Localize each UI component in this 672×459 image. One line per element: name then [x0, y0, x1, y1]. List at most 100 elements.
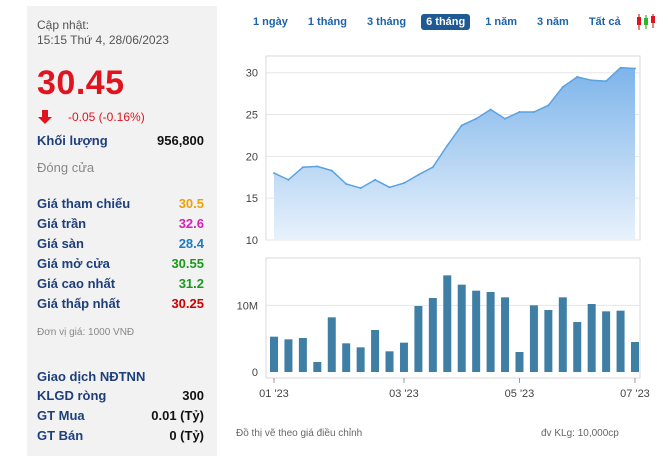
volume-tick-label: 10M — [237, 300, 258, 312]
price-row-label: Giá sàn — [37, 236, 84, 251]
price-point — [287, 178, 290, 181]
volume-bar — [371, 330, 380, 372]
volume-bar — [631, 342, 639, 372]
price-point — [532, 111, 535, 114]
foreign-row: GT Mua 0.01 (Tỷ) — [37, 408, 215, 423]
tab-range[interactable]: 1 năm — [485, 16, 518, 28]
volume-bar — [529, 305, 538, 372]
foreign-row: GT Bán 0 (Tỷ) — [37, 428, 215, 443]
tab-range[interactable]: 1 ngày — [253, 16, 288, 28]
volume-bar — [313, 362, 322, 372]
foreign-row: KLGD ròng 300 — [37, 388, 215, 403]
volume-unit-note: đv KLg: 10,000cp — [541, 428, 619, 439]
tab-range[interactable]: 3 năm — [537, 16, 569, 28]
volume-bar — [414, 306, 423, 372]
price-point — [345, 182, 348, 185]
chart-footnote: Đồ thị vẽ theo giá điều chỉnh — [236, 428, 363, 439]
price-tick-label: 30 — [246, 68, 258, 80]
price-point — [316, 165, 319, 168]
price-area — [274, 67, 635, 240]
tab-range[interactable]: Tất cả — [588, 16, 621, 28]
price-point — [417, 173, 420, 176]
price-point — [388, 186, 391, 189]
price-change: -0.05 (-0.16%) — [37, 109, 145, 125]
price-row: Giá sàn 28.4 — [37, 236, 215, 251]
price-tick-label: 20 — [246, 151, 258, 163]
volume-bar — [399, 342, 408, 372]
volume-bar — [284, 339, 293, 372]
price-row-label: Giá tham chiếu — [37, 196, 131, 211]
candlestick-icon[interactable] — [636, 13, 656, 31]
price-row-value: 32.6 — [178, 216, 204, 231]
price-row: Giá cao nhất 31.2 — [37, 276, 215, 291]
price-row: Giá tham chiếu 30.5 — [37, 196, 215, 211]
price-row-label: Giá trần — [37, 216, 87, 231]
volume-bar — [298, 338, 307, 372]
price-row-label: Giá cao nhất — [37, 276, 116, 291]
x-tick-label: 07 '23 — [620, 388, 650, 400]
foreign-row-value: 300 — [182, 388, 204, 403]
down-arrow-icon — [38, 110, 52, 124]
volume-value: 956,800 — [157, 133, 204, 148]
volume-bar — [501, 297, 510, 372]
price-row-label: Giá thấp nhất — [37, 296, 121, 311]
price-row-value: 31.2 — [178, 276, 204, 291]
tab-range[interactable]: 3 tháng — [366, 16, 407, 28]
volume-tick-label: 0 — [252, 367, 258, 379]
tab-range[interactable]: 6 tháng — [421, 14, 471, 30]
price-row-value: 28.4 — [178, 236, 204, 251]
volume-bar — [356, 347, 365, 372]
price-point — [446, 144, 449, 147]
tab-range[interactable]: 1 tháng — [307, 16, 347, 28]
price-point — [619, 66, 622, 69]
change-value: -0.05 (-0.16%) — [68, 110, 145, 124]
volume-bar — [573, 322, 582, 372]
x-tick-label: 03 '23 — [389, 388, 419, 400]
price-point — [330, 169, 333, 172]
market-status: Đóng cửa — [37, 160, 95, 175]
price-point — [301, 166, 304, 169]
price-point — [547, 104, 550, 107]
price-point — [460, 124, 463, 127]
price-row: Giá trần 32.6 — [37, 216, 215, 231]
update-info: Cập nhật: 15:15 Thứ 4, 28/06/2023 — [37, 18, 169, 48]
price-point — [605, 80, 608, 83]
volume-panel-frame — [265, 257, 641, 379]
volume-label: Khối lượng — [37, 133, 108, 148]
volume-bar — [558, 297, 567, 372]
price-point — [374, 178, 377, 181]
volume-bar — [327, 317, 336, 372]
volume-bar — [616, 310, 625, 372]
volume-bar — [270, 336, 278, 372]
price-row-value: 30.55 — [171, 256, 204, 271]
volume-bar — [443, 275, 452, 372]
price-point — [402, 182, 405, 185]
volume-bar — [515, 352, 524, 372]
volume-bar — [342, 343, 351, 372]
foreign-title: Giao dịch NĐTNN — [37, 369, 146, 384]
volume-bar — [457, 284, 466, 372]
update-label: Cập nhật: — [37, 18, 90, 32]
price-row: Giá mở cửa 30.55 — [37, 256, 215, 271]
price-line — [273, 66, 636, 189]
price-point — [475, 117, 478, 120]
volume-bar — [472, 290, 481, 372]
price-row-label: Giá mở cửa — [37, 256, 110, 271]
price-point — [634, 67, 636, 70]
volume-bar — [486, 292, 495, 372]
x-tick-label: 05 '23 — [505, 388, 535, 400]
volume-bar — [602, 311, 611, 372]
range-tabs: 1 ngày 1 tháng 3 tháng 6 tháng 1 năm 3 năm Tất… — [248, 13, 656, 31]
price-tick-label: 15 — [246, 193, 258, 205]
current-price: 30.45 — [37, 64, 125, 102]
price-point — [518, 111, 521, 114]
price-point — [273, 172, 275, 175]
x-tick-label: 01 '23 — [259, 388, 289, 400]
foreign-row-value: 0 (Tỷ) — [169, 428, 204, 443]
foreign-row-value: 0.01 (Tỷ) — [151, 408, 204, 423]
price-point — [504, 117, 507, 120]
unit-note: Đơn vị giá: 1000 VNĐ — [37, 327, 135, 338]
price-point — [561, 85, 564, 88]
price-tick-label: 10 — [246, 235, 258, 247]
quote-panel: Cập nhật: 15:15 Thứ 4, 28/06/2023 30.45 … — [27, 6, 217, 456]
